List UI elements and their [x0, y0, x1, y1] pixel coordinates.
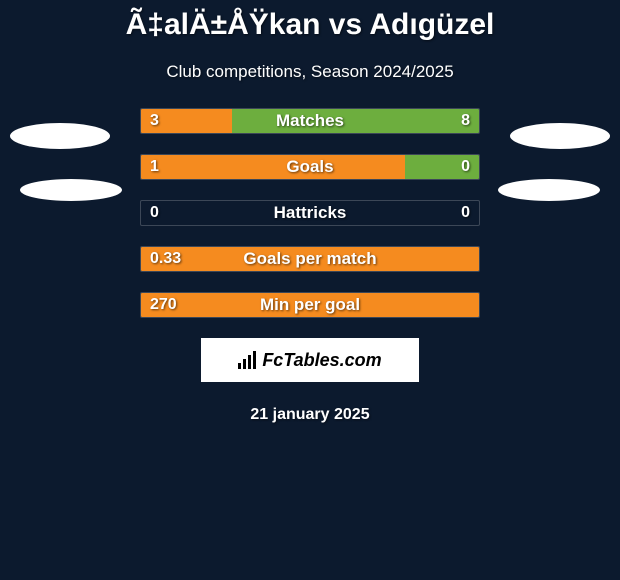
- site-logo[interactable]: FcTables.com: [201, 338, 419, 382]
- stat-value-right: 0: [461, 154, 470, 180]
- stat-row: 0 0 Hattricks: [0, 200, 620, 226]
- stat-value-left: 0.33: [150, 246, 181, 272]
- stat-value-left: 3: [150, 108, 159, 134]
- page-title: Ã‡alÄ±ÅŸkan vs Adıgüzel: [0, 8, 620, 42]
- stat-value-right: 0: [461, 200, 470, 226]
- chart-icon: [238, 351, 256, 369]
- avatar-right-large: [510, 123, 610, 149]
- stat-label: Goals: [286, 154, 333, 180]
- stat-label: Min per goal: [260, 292, 360, 318]
- date-label: 21 january 2025: [0, 406, 620, 424]
- stat-value-left: 270: [150, 292, 177, 318]
- stat-value-left: 1: [150, 154, 159, 180]
- stat-value-right: 8: [461, 108, 470, 134]
- stat-label: Matches: [276, 108, 344, 134]
- stat-label: Hattricks: [274, 200, 347, 226]
- stat-row: 0.33 Goals per match: [0, 246, 620, 272]
- stat-row: 1 0 Goals: [0, 154, 620, 180]
- stat-bar-right: [232, 109, 479, 133]
- stat-bar-left: [141, 155, 405, 179]
- avatar-right-small: [498, 179, 600, 201]
- subtitle: Club competitions, Season 2024/2025: [0, 62, 620, 82]
- avatar-left-large: [10, 123, 110, 149]
- stat-row: 270 Min per goal: [0, 292, 620, 318]
- avatar-left-small: [20, 179, 122, 201]
- logo-text: FcTables.com: [262, 350, 381, 371]
- stat-label: Goals per match: [243, 246, 376, 272]
- stat-value-left: 0: [150, 200, 159, 226]
